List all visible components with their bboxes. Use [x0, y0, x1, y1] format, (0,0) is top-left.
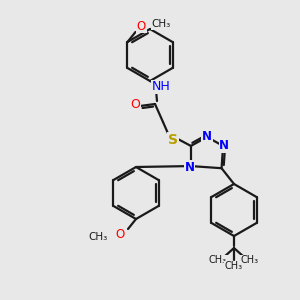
Text: N: N [185, 160, 195, 174]
Text: S: S [168, 133, 178, 147]
Text: O: O [130, 98, 140, 110]
Text: CH₃: CH₃ [152, 19, 171, 29]
Text: N: N [219, 140, 229, 152]
Text: CH₃: CH₃ [89, 232, 108, 242]
Text: O: O [116, 227, 124, 241]
Text: CH₃: CH₃ [209, 255, 227, 265]
Text: CH₃: CH₃ [241, 255, 259, 265]
Text: O: O [137, 20, 146, 32]
Text: CH₃: CH₃ [225, 261, 243, 271]
Text: NH: NH [152, 80, 170, 94]
Text: N: N [202, 130, 212, 142]
